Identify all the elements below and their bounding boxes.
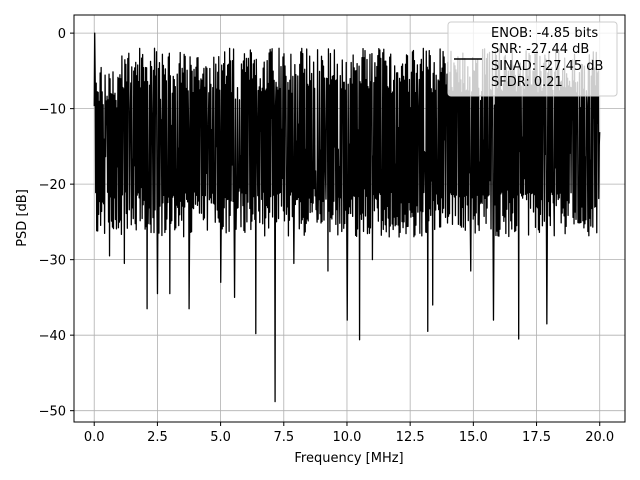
x-tick-label: 17.5 — [522, 430, 551, 445]
legend-line-snr: SNR: -27.44 dB — [491, 42, 589, 57]
x-axis-label: Frequency [MHz] — [294, 451, 403, 466]
y-tick-label: −30 — [39, 254, 66, 269]
y-axis-label: PSD [dB] — [15, 189, 30, 247]
y-tick-label: −40 — [39, 329, 66, 344]
x-tick-label: 7.5 — [273, 430, 294, 445]
x-tick-label: 5.0 — [210, 430, 231, 445]
y-tick-label: −20 — [39, 178, 66, 193]
legend: ENOB: -4.85 bits SNR: -27.44 dB SINAD: -… — [447, 21, 618, 97]
legend-line-enob: ENOB: -4.85 bits — [491, 26, 598, 41]
x-tick-label: 20.0 — [585, 430, 614, 445]
psd-line — [93, 32, 601, 403]
plot-frame — [73, 14, 626, 423]
x-tick-label: 2.5 — [147, 430, 168, 445]
x-tick-label: 15.0 — [459, 430, 488, 445]
y-axis-ticks: 0 −10 −20 −30 −40 −50 — [39, 27, 74, 420]
x-tick-label: 0.0 — [84, 430, 105, 445]
x-tick-label: 10.0 — [332, 430, 361, 445]
legend-line-sinad: SINAD: -27.45 dB — [491, 59, 603, 74]
x-tick-label: 12.5 — [396, 430, 425, 445]
legend-line-sfdr: SFDR: 0.21 — [491, 75, 563, 90]
legend-box — [447, 21, 618, 97]
psd-series — [93, 32, 601, 403]
x-axis-ticks: 0.0 2.5 5.0 7.5 10.0 12.5 15.0 17.5 20.0 — [84, 422, 614, 445]
y-tick-label: −50 — [39, 405, 66, 420]
y-tick-label: 0 — [58, 27, 66, 42]
y-tick-label: −10 — [39, 103, 66, 118]
